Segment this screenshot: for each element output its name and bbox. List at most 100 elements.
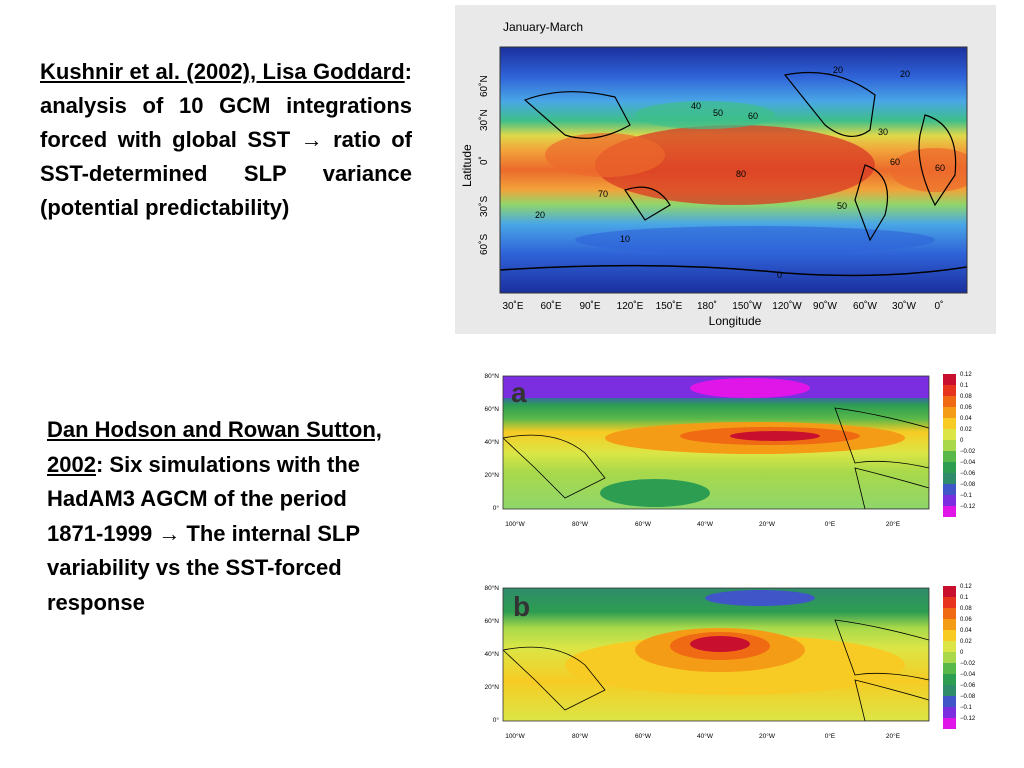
eurasia-coast [523, 91, 631, 139]
south-america-coast [854, 164, 889, 242]
lon-tick: 40°W [697, 732, 714, 740]
kushnir-citation: Kushnir et al. (2002), Lisa Goddard [40, 59, 405, 84]
lon-tick: 20°E [886, 732, 901, 740]
lon-tick: 80°W [572, 732, 589, 740]
lat-tick: 80°N [484, 372, 499, 380]
global-contour-labels: 20 20 40 50 60 30 60 60 80 70 50 20 10 0 [535, 65, 945, 280]
global-ylabel: Latitude [460, 144, 474, 187]
lon-tick: 0°E [825, 732, 836, 740]
colorbar-label: 0.02 [960, 639, 972, 645]
colorbar-swatch [943, 707, 956, 718]
lat-tick: 0° [493, 716, 500, 724]
lat-tick: 30˚N [478, 109, 490, 131]
colorbar-swatch [943, 429, 956, 440]
kushnir-body: analysis of 10 GCM integrations forced w… [40, 93, 412, 220]
panel-a-colorbar-labels: 0.12 0.1 0.08 0.06 0.04 0.02 0 −0.02 −0.… [960, 372, 976, 510]
colorbar-label: 0 [960, 438, 964, 444]
colorbar-label: −0.12 [960, 504, 976, 510]
panel-b-colorbar: 0.12 0.1 0.08 0.06 0.04 0.02 0 −0.02 −0.… [943, 584, 976, 729]
lon-tick: 60˚E [540, 300, 561, 312]
global-predictability-map: January-March 20 20 40 50 60 30 60 60 80 [455, 5, 996, 334]
colorbar-swatch [943, 451, 956, 462]
colorbar-swatch [943, 473, 956, 484]
hodson-body: Six simulations with the HadAM3 AGCM of … [47, 451, 360, 615]
lon-tick: 120˚E [617, 300, 644, 312]
atlantic-map-b-svg: b 80°N 60°N 40°N 20°N 0° 100°W 80°W 60°W… [484, 584, 976, 740]
colorbar-swatch [943, 495, 956, 506]
colorbar-label: 0.06 [960, 405, 972, 411]
panel-b-africa [854, 679, 929, 721]
colorbar-label: −0.06 [960, 683, 976, 689]
lon-tick: 20°W [759, 520, 776, 528]
contour-label: 80 [736, 169, 746, 179]
lat-tick: 20°N [484, 471, 499, 479]
lat-tick: 60°N [484, 405, 499, 413]
contour-label: 50 [837, 201, 847, 211]
hodson-description: Dan Hodson and Rowan Sutton, 2002: Six s… [47, 413, 397, 620]
colorbar-label: −0.08 [960, 694, 976, 700]
colorbar-label: −0.02 [960, 661, 976, 667]
lon-tick: 20°E [886, 520, 901, 528]
colorbar-swatch [943, 630, 956, 641]
colorbar-swatch [943, 484, 956, 495]
colorbar-swatch [943, 608, 956, 619]
kushnir-description: Kushnir et al. (2002), Lisa Goddard: ana… [40, 55, 412, 225]
colorbar-swatch [943, 418, 956, 429]
global-map-title: January-March [503, 20, 583, 34]
colorbar-swatch [943, 440, 956, 451]
panel-b-frame [502, 587, 930, 722]
colorbar-swatch [943, 597, 956, 608]
contour-label: 60 [748, 111, 758, 121]
panel-a-max-inner [730, 431, 820, 441]
colorbar-label: −0.1 [960, 705, 973, 711]
lon-tick: 100°W [505, 520, 525, 528]
colorbar-label: 0.12 [960, 584, 972, 590]
contour-label: 60 [890, 157, 900, 167]
panel-b-max-inner [690, 636, 750, 652]
lat-tick: 40°N [484, 650, 499, 658]
panel-a-colorbar: 0.12 0.1 0.08 0.06 0.04 0.02 0 −0.02 −0.… [943, 372, 976, 517]
colorbar-label: −0.04 [960, 460, 976, 466]
antarctica-coast [500, 264, 967, 277]
colorbar-swatch [943, 696, 956, 707]
panel-b-lat-ticks: 80°N 60°N 40°N 20°N 0° [484, 584, 499, 724]
lon-tick: 0˚ [935, 300, 944, 312]
north-america-coast [783, 72, 876, 137]
colorbar-label: 0.02 [960, 427, 972, 433]
contour-label: 50 [713, 108, 723, 118]
colorbar-label: 0.12 [960, 372, 972, 378]
panel-a-lat-ticks: 80°N 60°N 40°N 20°N 0° [484, 372, 499, 512]
global-map-frame [499, 46, 968, 294]
panel-b-min [705, 590, 815, 606]
global-lon-ticks: 30˚E 60˚E 90˚E 120˚E 150˚E 180˚ 150˚W 12… [502, 300, 943, 312]
colorbar-label: 0.08 [960, 606, 972, 612]
atlantic-map-a-svg: a 80°N 60°N 40°N 20°N 0° 100°W 80°W 60°W… [484, 372, 976, 528]
panel-b-colorbar-labels: 0.12 0.1 0.08 0.06 0.04 0.02 0 −0.02 −0.… [960, 584, 976, 722]
contour-label: 20 [833, 65, 843, 75]
lon-tick: 60˚W [853, 300, 877, 312]
lon-tick: 40°W [697, 520, 714, 528]
lat-tick: 20°N [484, 683, 499, 691]
panel-b-europe [834, 619, 929, 681]
lon-tick: 60°W [635, 732, 652, 740]
atlantic-max [890, 148, 967, 192]
colorbar-swatch [943, 396, 956, 407]
panel-b-lon-ticks: 100°W 80°W 60°W 40°W 20°W 0°E 20°E [505, 732, 901, 740]
global-map-svg: January-March 20 20 40 50 60 30 60 60 80 [460, 20, 968, 328]
panel-a-label: a [511, 377, 527, 408]
lon-tick: 80°W [572, 520, 589, 528]
colorbar-label: 0.1 [960, 595, 969, 601]
colorbar-label: 0.04 [960, 416, 972, 422]
colorbar-swatch [943, 407, 956, 418]
contour-label: 20 [535, 210, 545, 220]
colorbar-swatch [943, 641, 956, 652]
contour-label: 0 [777, 270, 782, 280]
contour-label: 60 [935, 163, 945, 173]
panel-a-lon-ticks: 100°W 80°W 60°W 40°W 20°W 0°E 20°E [505, 520, 901, 528]
lon-tick: 20°W [759, 732, 776, 740]
colorbar-label: −0.06 [960, 471, 976, 477]
panel-b-north-america [503, 646, 606, 711]
colorbar-label: −0.12 [960, 716, 976, 722]
contour-label: 10 [620, 234, 630, 244]
lon-tick: 60°W [635, 520, 652, 528]
